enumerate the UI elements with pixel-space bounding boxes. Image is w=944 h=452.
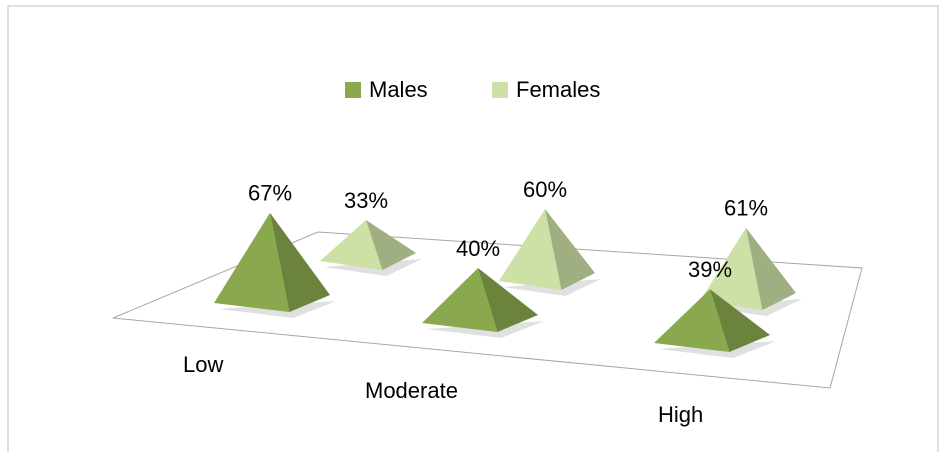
pyramid-face-right — [478, 268, 538, 332]
pyramid — [422, 268, 544, 338]
pyramid — [214, 212, 336, 318]
value-label: 61% — [724, 196, 768, 221]
value-label: 40% — [456, 236, 500, 261]
pyramid-face-left — [499, 209, 562, 290]
pyramid-face-left — [214, 212, 290, 312]
pyramid — [700, 227, 802, 316]
pyramid-face-left — [320, 220, 383, 270]
pyramid-face-left — [422, 268, 498, 332]
pyramid — [320, 220, 422, 276]
value-label: 67% — [248, 181, 292, 206]
value-label: 39% — [688, 257, 732, 282]
legend-swatch — [492, 82, 508, 98]
legend-swatch — [345, 82, 361, 98]
value-label: 60% — [523, 177, 567, 202]
pyramid-face-right — [545, 209, 595, 290]
value-label: 33% — [344, 188, 388, 213]
pyramid-face-right — [746, 227, 796, 310]
category-label: Moderate — [365, 378, 458, 403]
pyramid-face-right — [710, 289, 770, 352]
legend-label: Females — [516, 77, 600, 102]
pyramid-face-right — [270, 212, 330, 312]
pyramid — [499, 209, 601, 296]
category-label: Low — [183, 352, 223, 377]
pyramid-face-left — [654, 289, 730, 352]
pyramid — [654, 289, 776, 358]
pyramid-face-right — [366, 220, 416, 270]
pyramid-face-left — [700, 227, 763, 310]
chart-frame — [7, 5, 939, 452]
category-label: High — [658, 402, 703, 427]
legend-label: Males — [369, 77, 428, 102]
